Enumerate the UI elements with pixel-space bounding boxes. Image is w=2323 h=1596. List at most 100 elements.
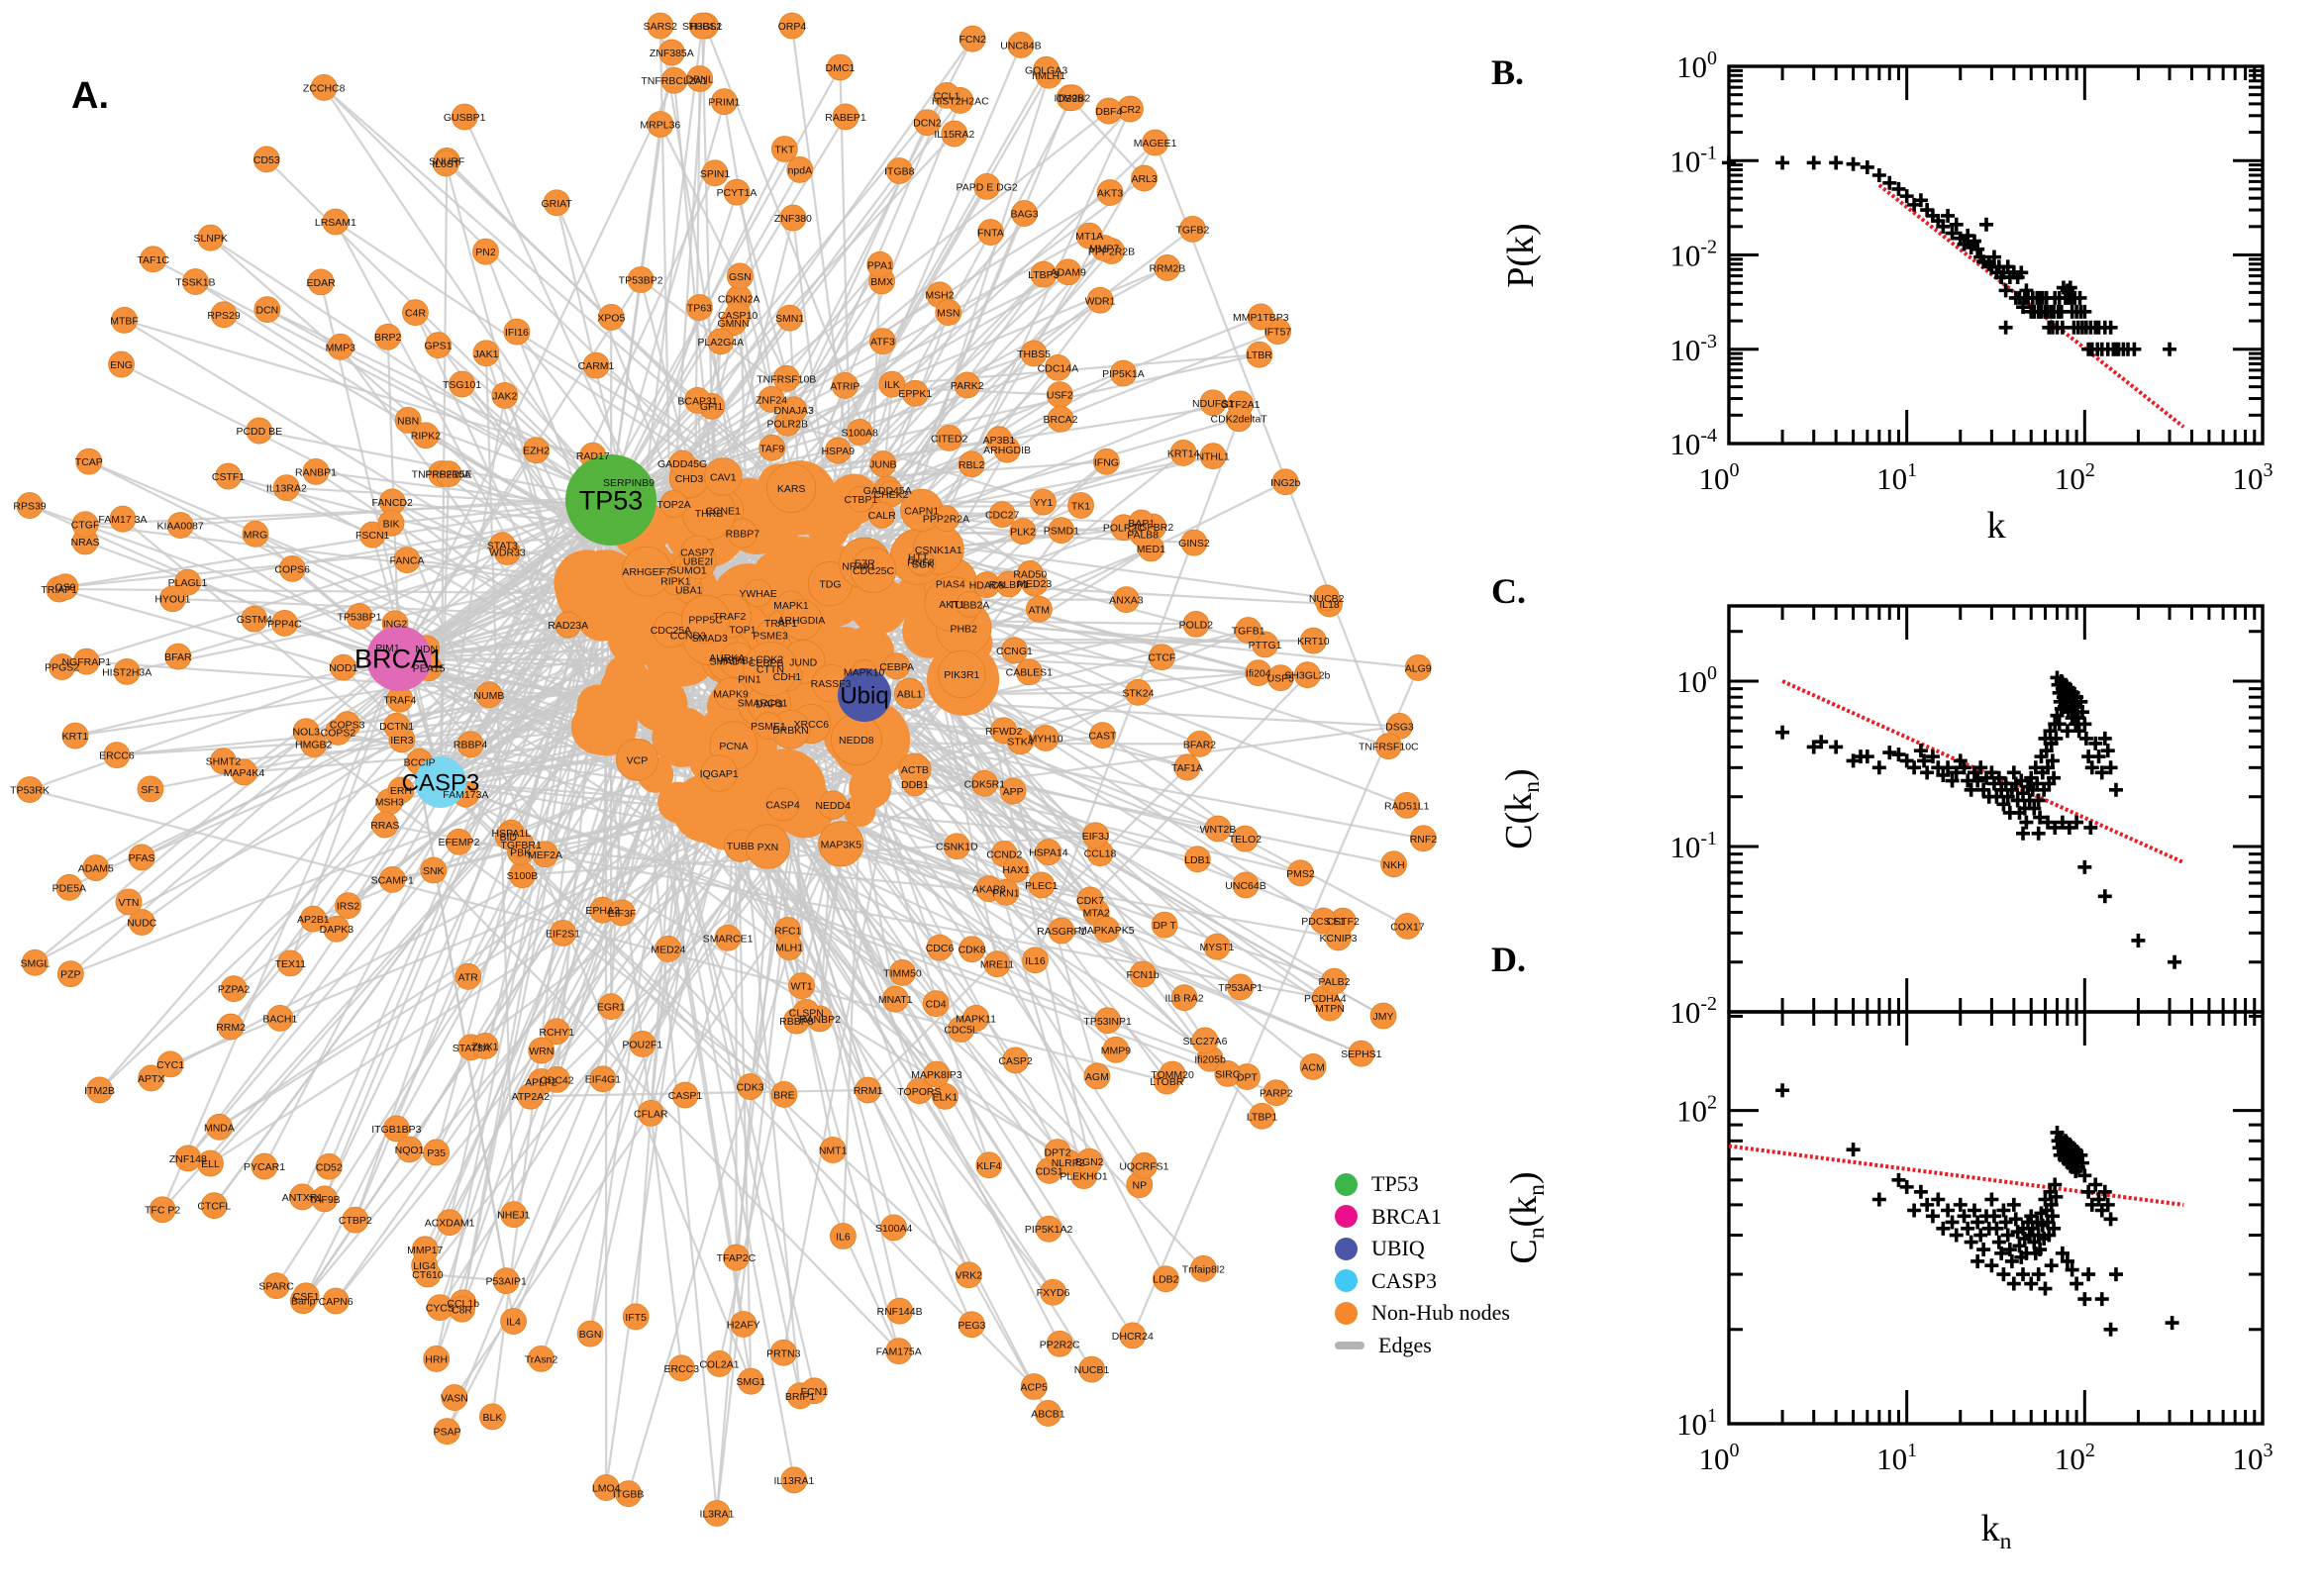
node-label: TNFRBCL2A1	[641, 75, 707, 87]
network-node	[374, 323, 402, 350]
network-node	[1199, 389, 1227, 417]
network-node	[322, 208, 350, 236]
data-point	[1806, 740, 1821, 754]
network-node	[714, 924, 742, 951]
node-label: NBN	[397, 415, 419, 427]
data-point	[2081, 1267, 2096, 1282]
hub-node-brca1	[366, 626, 432, 691]
network-node	[435, 460, 462, 488]
data-point	[2100, 1197, 2115, 1212]
network-node	[471, 1033, 499, 1059]
node-label: NUCB2	[1309, 593, 1345, 605]
node-label: CTBP2	[339, 1215, 372, 1227]
node-label: BRIP1	[785, 1391, 816, 1403]
network-node	[615, 738, 658, 781]
network-node	[1129, 960, 1157, 988]
node-label: BRP2	[374, 332, 402, 344]
node-label: ITGB8	[884, 165, 915, 177]
network-node	[446, 828, 472, 855]
node-label: IL3RA1	[699, 1509, 734, 1521]
data-point	[2097, 731, 2112, 746]
network-node	[962, 1005, 990, 1032]
network-node	[342, 1206, 369, 1234]
node-swatch-icon	[1335, 1301, 1358, 1325]
node-label: CLSPN	[789, 1007, 824, 1019]
node-label: ZCCHC8	[303, 82, 346, 94]
network-node	[1007, 728, 1034, 755]
data-point	[1913, 1184, 1928, 1199]
network-node	[378, 865, 406, 893]
network-node	[475, 681, 503, 709]
node-label: TOMM20	[1151, 1069, 1194, 1081]
network-node	[792, 998, 820, 1026]
node-label: POLD2	[1179, 619, 1214, 631]
data-point	[2033, 1243, 2048, 1257]
network-node	[302, 457, 330, 485]
node-label: MED23	[1017, 578, 1052, 590]
network-node	[818, 821, 864, 867]
data-point	[2060, 724, 2074, 739]
network-node	[829, 1223, 857, 1249]
node-label: ACTB	[901, 764, 929, 776]
node-label: EDAR	[306, 277, 336, 289]
node-label: CITED2	[931, 433, 968, 445]
node-label: CDC6	[926, 943, 955, 954]
node-label: STK4	[1007, 737, 1033, 748]
node-label: S100A4	[875, 1223, 913, 1235]
network-node	[394, 406, 422, 434]
data-point	[1871, 1192, 1886, 1207]
node-label: EIF2S1	[546, 928, 580, 940]
node-label: AGM	[1085, 1071, 1109, 1083]
network-node	[1316, 994, 1344, 1022]
data-point	[1920, 1197, 1935, 1212]
tick-label: 10-4	[1669, 425, 1717, 461]
node-label: TRAF2	[713, 611, 746, 623]
network-node	[629, 1031, 656, 1057]
node-label: PSMD1	[1044, 526, 1079, 538]
network-node	[714, 677, 748, 711]
node-label: WDR33	[489, 548, 526, 559]
node-label: ORP4	[778, 21, 807, 33]
network-node	[933, 505, 960, 533]
node-label: TRAF4	[383, 694, 416, 706]
network-node	[220, 975, 248, 1003]
network-node	[491, 381, 519, 409]
node-label: PRTN3	[766, 1347, 800, 1359]
node-label: JUND	[789, 657, 817, 669]
tick-label: 10-2	[1669, 993, 1717, 1030]
node-label: TIMM50	[883, 967, 922, 979]
node-label: DSG3	[1385, 721, 1414, 733]
node-label: CDH1	[773, 671, 802, 683]
network-node	[615, 1480, 643, 1508]
node-label: APP	[1003, 786, 1024, 798]
hub-label-ubiq: Ubiq	[840, 682, 888, 709]
node-label: CHD3	[675, 473, 704, 485]
node-label: MSH2	[925, 290, 954, 302]
tick-label: 100	[1676, 662, 1717, 699]
network-node	[436, 1209, 463, 1237]
data-point	[1967, 1203, 1981, 1218]
node-label: HDAC8	[969, 580, 1005, 592]
network-node	[1093, 448, 1120, 475]
node-label: BGN	[579, 1329, 602, 1341]
network-node	[706, 1350, 733, 1377]
data-point	[1899, 753, 1914, 768]
axis-title: kn​	[1981, 1508, 2012, 1554]
network-node	[1189, 1255, 1217, 1282]
network-node	[217, 1013, 245, 1041]
network-node	[56, 960, 84, 988]
node-label: MNDA	[204, 1122, 235, 1134]
network-node	[647, 12, 674, 40]
node-label: SEPHS1	[1341, 1048, 1382, 1060]
node-label: PALB2	[1319, 976, 1351, 988]
node-label: PXN	[758, 842, 779, 853]
node-label: CDKN2A	[718, 293, 760, 305]
node-label: SPARC	[258, 1281, 294, 1293]
node-label: TP63	[687, 303, 712, 315]
network-node	[780, 1466, 808, 1494]
node-label: PLAGL1	[168, 577, 208, 589]
data-point	[2103, 1322, 2118, 1337]
network-core-node	[618, 666, 658, 707]
node-label: POU2F1	[622, 1039, 662, 1050]
node-label: TOP2A	[656, 499, 690, 511]
